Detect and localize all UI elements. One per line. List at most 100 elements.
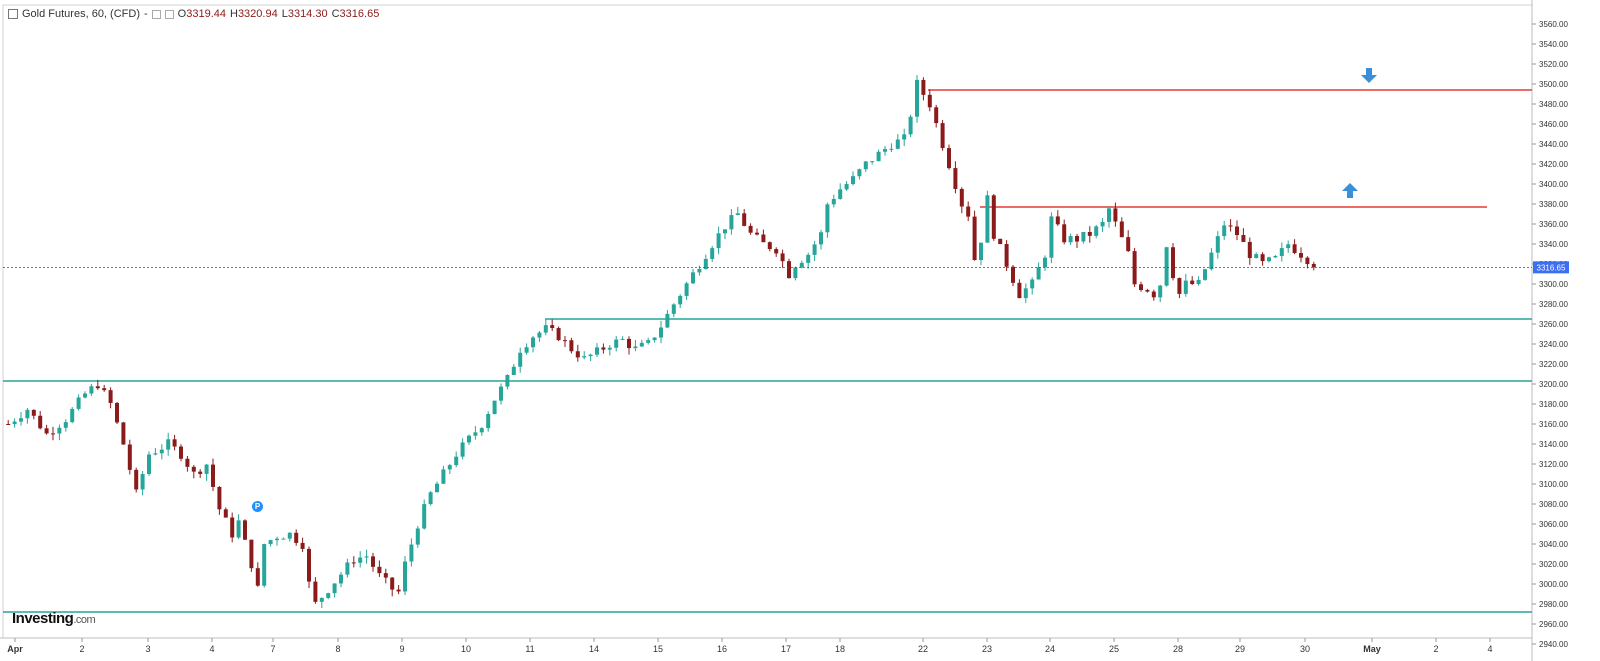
event-badge[interactable]: P xyxy=(252,501,263,512)
candle-body xyxy=(1203,269,1207,280)
candle-body xyxy=(678,295,683,305)
y-tick-label: 2940.00 xyxy=(1539,640,1568,649)
y-tick-label: 3500.00 xyxy=(1539,80,1568,89)
candle-body xyxy=(761,234,766,243)
y-tick-label: 3420.00 xyxy=(1539,160,1568,169)
candle-body xyxy=(249,539,254,569)
candle-body xyxy=(191,466,196,472)
y-tick-label: 2960.00 xyxy=(1539,620,1568,629)
candle-body xyxy=(755,232,759,235)
candle-body xyxy=(569,340,574,352)
x-tick-label: 16 xyxy=(717,644,727,654)
x-tick-label: 9 xyxy=(399,644,404,654)
plot-frame xyxy=(2,4,1533,639)
candle-body xyxy=(57,427,62,434)
y-tick-label: 3040.00 xyxy=(1539,540,1568,549)
candle-body xyxy=(505,374,510,387)
candle-body xyxy=(383,573,388,578)
y-tick-label: 3240.00 xyxy=(1539,340,1568,349)
candle-body xyxy=(1292,244,1297,254)
candle-body xyxy=(799,262,804,268)
y-tick-label: 3400.00 xyxy=(1539,180,1568,189)
candle-body xyxy=(460,442,465,457)
candle-body xyxy=(44,428,49,434)
candle-body xyxy=(486,413,491,429)
x-tick-label: May xyxy=(1363,644,1381,654)
candle-body xyxy=(819,232,823,245)
candle-body xyxy=(1049,216,1054,258)
candle-body xyxy=(223,509,228,518)
candle-body xyxy=(748,225,753,233)
candle-body xyxy=(1279,248,1284,257)
y-tick-label: 3180.00 xyxy=(1539,400,1568,409)
candle-body xyxy=(499,386,503,401)
y-tick-label: 3060.00 xyxy=(1539,520,1568,529)
candle-body xyxy=(857,169,862,177)
x-tick-label: 15 xyxy=(653,644,663,654)
x-tick-label: 4 xyxy=(209,644,214,654)
candle-body xyxy=(217,486,222,510)
x-tick-label: 8 xyxy=(335,644,340,654)
ohlc-open: O3319.44 xyxy=(177,8,226,20)
candle-body xyxy=(236,520,241,538)
y-tick-label: 3120.00 xyxy=(1539,460,1568,469)
candle-body xyxy=(1126,237,1131,252)
candle-body xyxy=(895,139,900,149)
candle-body xyxy=(1241,235,1246,242)
collapse-icon[interactable] xyxy=(8,9,18,19)
candle-body xyxy=(121,422,126,445)
candle-body xyxy=(985,195,990,243)
candle-body xyxy=(531,337,535,348)
candle-body xyxy=(588,354,593,357)
candle-body xyxy=(1273,256,1278,258)
candle-body xyxy=(787,261,791,279)
x-tick-label: 29 xyxy=(1235,644,1245,654)
candle-body xyxy=(851,176,855,185)
candle-body xyxy=(1215,236,1220,253)
candle-body xyxy=(25,409,30,419)
candle-body xyxy=(780,253,785,262)
candle-body xyxy=(1075,236,1079,242)
candle-body xyxy=(179,446,183,459)
candle-body xyxy=(441,469,446,484)
x-tick-label: 24 xyxy=(1045,644,1055,654)
candle-body xyxy=(812,244,817,255)
candle-body xyxy=(1100,221,1105,227)
candle-body xyxy=(639,342,644,347)
candle-body xyxy=(479,428,484,433)
candle-body xyxy=(953,168,958,189)
candle-body xyxy=(1023,288,1028,299)
candle-body xyxy=(793,267,798,279)
candle-body xyxy=(1311,263,1316,268)
candle-body xyxy=(844,184,849,190)
candle-body xyxy=(415,528,420,545)
candle-body xyxy=(575,351,580,358)
candle-body xyxy=(1171,247,1175,279)
x-tick-label: 14 xyxy=(589,644,599,654)
candle-body xyxy=(691,272,695,284)
current-price-tag xyxy=(1533,261,1569,274)
candle-body xyxy=(940,123,945,149)
candle-body xyxy=(991,195,996,239)
candle-body xyxy=(1267,257,1271,262)
candle-body xyxy=(601,347,606,350)
candle-body xyxy=(1030,279,1035,289)
candle-body xyxy=(31,409,36,416)
candle-body xyxy=(563,340,567,342)
x-tick-label: 2 xyxy=(79,644,84,654)
candle-body xyxy=(294,532,299,543)
candle-body xyxy=(12,421,17,425)
arrow-up-icon xyxy=(1342,183,1358,198)
candle-body xyxy=(428,492,433,505)
candle-body xyxy=(473,432,478,436)
candle-body xyxy=(1107,208,1111,222)
candle-body xyxy=(735,213,740,216)
close-icon[interactable] xyxy=(164,9,174,19)
candle-body xyxy=(1011,266,1015,283)
candle-body xyxy=(319,597,324,602)
candle-body xyxy=(646,340,651,343)
x-tick-label: 22 xyxy=(918,644,928,654)
current-price-label: 3316.65 xyxy=(1537,263,1566,272)
settings-icon[interactable] xyxy=(151,9,161,19)
